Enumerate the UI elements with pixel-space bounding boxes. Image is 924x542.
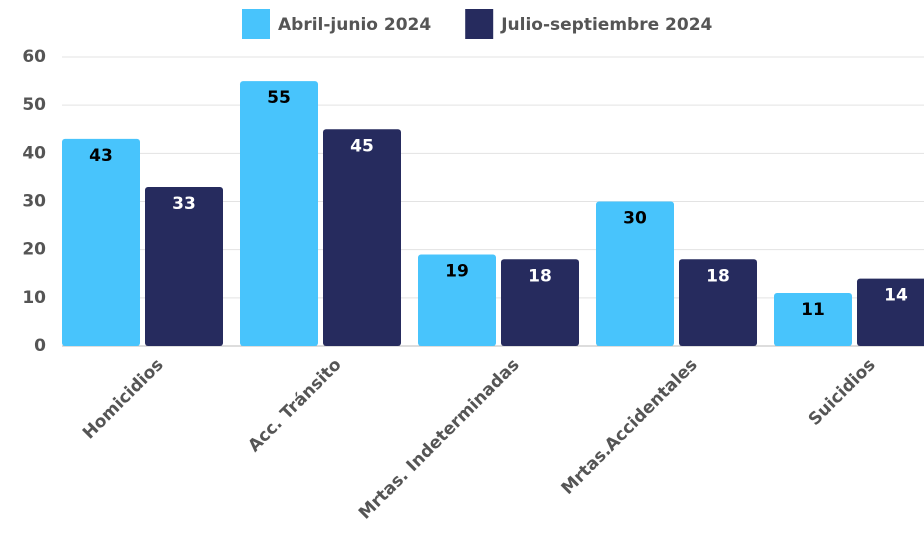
value-label: 45 [350,136,374,156]
bar [323,129,401,346]
value-label: 11 [801,300,825,320]
bar [62,138,140,346]
bar [145,187,223,346]
x-tick-label: Mrtas. Indeterminadas [355,355,524,524]
value-label: 30 [623,209,647,229]
value-label: 19 [445,261,469,281]
x-tick-label: Mrtas.Accidentales [558,355,702,499]
y-tick-label: 50 [22,95,46,115]
y-tick-label: 60 [22,47,46,67]
y-tick-label: 40 [22,143,46,163]
bar [240,81,318,346]
bar [501,259,579,346]
x-tick-label: Suicidios [805,355,880,430]
bar [774,293,852,346]
legend-label: Abril-junio 2024 [278,15,431,35]
value-label: 33 [172,194,196,214]
bar [857,278,924,346]
bar [679,259,757,346]
y-tick-label: 20 [22,240,46,260]
legend-swatch [242,9,270,39]
y-tick-label: 10 [22,288,46,308]
y-tick-label: 30 [22,192,46,212]
value-label: 18 [706,266,730,286]
legend-swatch [465,9,494,39]
value-label: 14 [884,286,908,306]
x-tick-label: Homicidios [79,355,167,443]
value-label: 55 [267,88,291,108]
y-tick-label: 0 [34,336,46,356]
bar [418,254,496,346]
value-label: 18 [528,266,552,286]
legend-label: Julio-septiembre 2024 [500,15,712,35]
x-tick-label: Acc. Tránsito [244,355,345,456]
value-label: 43 [89,146,113,166]
bar [596,201,674,346]
